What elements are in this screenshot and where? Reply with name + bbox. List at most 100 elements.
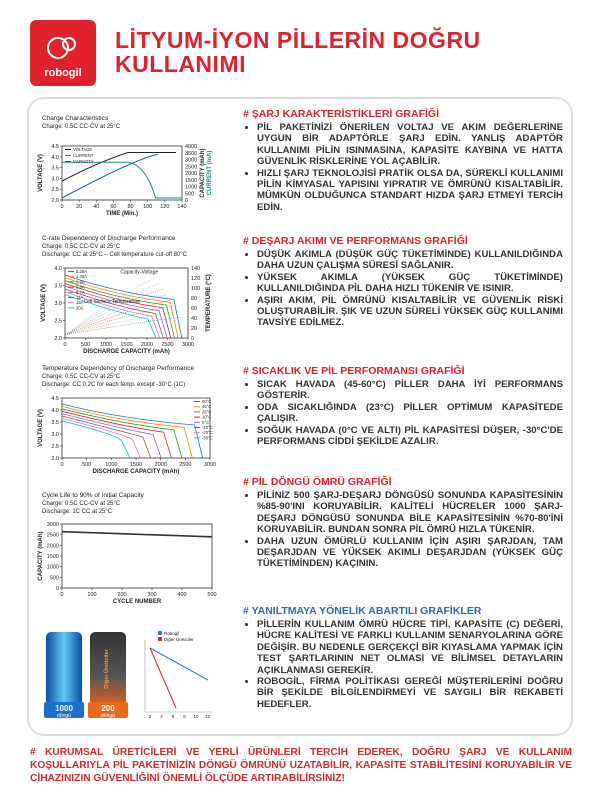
cycle-unit: döngü bbox=[57, 713, 71, 719]
x-tick-label: 2 bbox=[149, 714, 152, 719]
section: # YANILTMAYA YÖNELİK ABARTILI GRAFİKLER P… bbox=[243, 605, 563, 710]
legend-label: 45°C bbox=[202, 404, 211, 409]
x-tick-label: 12 bbox=[205, 714, 211, 719]
y2-tick-label: 60 bbox=[191, 306, 197, 312]
curve bbox=[64, 283, 172, 339]
curve bbox=[64, 311, 179, 336]
y-tick-label: 4.0 bbox=[51, 155, 59, 161]
curve bbox=[61, 151, 176, 182]
curve bbox=[64, 277, 179, 339]
x-tick-label: 2000 bbox=[141, 342, 153, 348]
y2-tick-label: 140 bbox=[191, 266, 200, 272]
x-tick-label: 1000 bbox=[105, 462, 117, 468]
y-tick-label: 2500 bbox=[47, 533, 59, 539]
curve bbox=[64, 283, 160, 336]
x-tick-label: 60 bbox=[110, 204, 116, 210]
x-tick-label: 2500 bbox=[179, 462, 191, 468]
section: # DEŞARJ AKIMI VE PERFORMANS GRAFİĞİ DÜŞÜ… bbox=[243, 235, 563, 329]
x-tick-label: 0 bbox=[60, 462, 63, 468]
x-tick-label: 200 bbox=[117, 592, 126, 598]
section-heading: # DEŞARJ AKIMI VE PERFORMANS GRAFİĞİ bbox=[243, 235, 468, 247]
bullet: PİL PAKETİNİZİ ÖNERİLEN VOLTAJ VE AKIM D… bbox=[257, 122, 563, 168]
bullet: DÜŞÜK AKIMLA (DÜŞÜK GÜÇ TÜKETİMİNDE) KUL… bbox=[257, 249, 563, 272]
x-tick-label: 500 bbox=[207, 592, 216, 598]
legend-label: 1.45A bbox=[76, 274, 87, 279]
curve bbox=[64, 294, 157, 339]
x-tick-label: 2000 bbox=[155, 462, 167, 468]
y-tick-label: 2.5 bbox=[54, 319, 62, 325]
x-axis-label: CYCLE NUMBER bbox=[113, 599, 162, 605]
bullet: ODA SICAKLIĞINDA (23°C) PİLLER OPTİMUM K… bbox=[257, 402, 563, 425]
curve bbox=[61, 153, 159, 199]
legend-swatch bbox=[158, 631, 162, 635]
battery bbox=[46, 632, 82, 706]
x-tick-label: 3000 bbox=[204, 462, 216, 468]
curve bbox=[64, 291, 161, 339]
y-tick-label: 3.0 bbox=[51, 432, 59, 438]
curve bbox=[61, 410, 172, 459]
curve bbox=[149, 647, 209, 681]
cycle-count: 1000 bbox=[55, 704, 73, 713]
y-tick-label: 3.5 bbox=[51, 166, 59, 172]
chart-note: Charge: 0.5C CC-CV at 25°C bbox=[42, 501, 121, 507]
cycle-badge bbox=[44, 702, 84, 718]
chart-note: Charge: 0.5C CC-CV at 25°C bbox=[42, 374, 121, 380]
y2-tick-label: 2000 bbox=[185, 171, 197, 177]
curve bbox=[61, 403, 203, 459]
legend-label: 10°C bbox=[202, 415, 211, 420]
y-tick-label: 3.0 bbox=[51, 176, 59, 182]
cycle-unit: döngü bbox=[101, 713, 115, 719]
y2-tick-label: 3000 bbox=[185, 158, 197, 164]
bullet-list: PİLİNİZ 500 ŞARJ-DEŞARJ DÖNGÜSÜ SONUNDA … bbox=[243, 490, 563, 570]
bullet: DAHA UZUN ÖMÜRLÜ KULLANIM İÇİN AŞIRI ŞAR… bbox=[257, 536, 563, 570]
bullet-list: DÜŞÜK AKIMLA (DÜŞÜK GÜÇ TÜKETİMİNDE) KUL… bbox=[243, 249, 563, 329]
y2-tick-label: 0 bbox=[191, 336, 194, 342]
y-tick-label: 1500 bbox=[47, 554, 59, 560]
chart-note: Charge: 0.5C CC-CV at 25°C bbox=[42, 124, 121, 130]
x-tick-label: 20 bbox=[76, 204, 82, 210]
chart-title: Charge Characteristics bbox=[42, 115, 109, 122]
y-tick-label: 2.0 bbox=[51, 456, 59, 462]
annotation: Cell Surface Temperature bbox=[83, 299, 140, 305]
plot-area bbox=[61, 145, 183, 201]
curve bbox=[61, 408, 183, 459]
y-tick-label: 3.0 bbox=[54, 301, 62, 307]
x-tick-label: 120 bbox=[160, 204, 169, 210]
x-tick-label: 10 bbox=[193, 714, 199, 719]
chart-note: Discharge: 1C CC at 25°C bbox=[42, 509, 113, 515]
curve bbox=[64, 285, 168, 339]
curve bbox=[61, 415, 152, 459]
y-tick-label: 3.5 bbox=[54, 284, 62, 290]
y-tick-label: 0 bbox=[56, 586, 59, 592]
curve bbox=[61, 420, 131, 459]
y-tick-label: 4.5 bbox=[51, 396, 59, 402]
legend-label: VOLTAGE bbox=[73, 147, 92, 152]
legend-label: 15A bbox=[76, 300, 84, 305]
section-heading: # ŞARJ KARAKTERİSTİKLERİ GRAFİĞİ bbox=[243, 108, 440, 120]
legend-label: 60°C bbox=[202, 399, 211, 404]
y-tick-label: 2.5 bbox=[51, 187, 59, 193]
curve bbox=[64, 277, 157, 336]
legend-label: CAPACITY bbox=[73, 159, 94, 164]
section-heading: # SICAKLIK VE PİL PERFORMANSI GRAFİĞİ bbox=[243, 365, 465, 377]
y2-axis-label: CURRENT (mA) bbox=[207, 151, 213, 196]
curve bbox=[64, 274, 183, 339]
x-tick-label: 0 bbox=[60, 204, 63, 210]
bullet: PİLİNİZ 500 ŞARJ-DEŞARJ DÖNGÜSÜ SONUNDA … bbox=[257, 490, 563, 536]
y2-axis-label: TEMPERATURE (°C) bbox=[206, 274, 212, 332]
legend-label: -10°C bbox=[202, 425, 213, 430]
page-title: LİTYUM-İYON PİLLERİN DOĞRU KULLANIMI bbox=[115, 27, 481, 77]
y-tick-label: 4.0 bbox=[51, 408, 59, 414]
legend-label: Robogil bbox=[164, 631, 179, 636]
bullet: YÜKSEK AKIMLA (YÜKSEK GÜÇ TÜKETİMİNDE) K… bbox=[257, 272, 563, 295]
chart-title: Cycle Life to 90% of Initial Capacity bbox=[42, 492, 145, 499]
y2-tick-label: 120 bbox=[191, 276, 200, 282]
y2-tick-label: 20 bbox=[191, 326, 197, 332]
logo-box bbox=[30, 20, 96, 86]
x-tick-label: 1500 bbox=[130, 462, 142, 468]
x-axis-label: TIME (Min.) bbox=[106, 211, 138, 217]
bullet-list: SICAK HAVADA (45-60°C) PİLLER DAHA İYİ P… bbox=[243, 379, 563, 447]
y2-tick-label: 80 bbox=[191, 296, 197, 302]
y2-tick-label: 100 bbox=[191, 286, 200, 292]
curve bbox=[64, 288, 164, 339]
